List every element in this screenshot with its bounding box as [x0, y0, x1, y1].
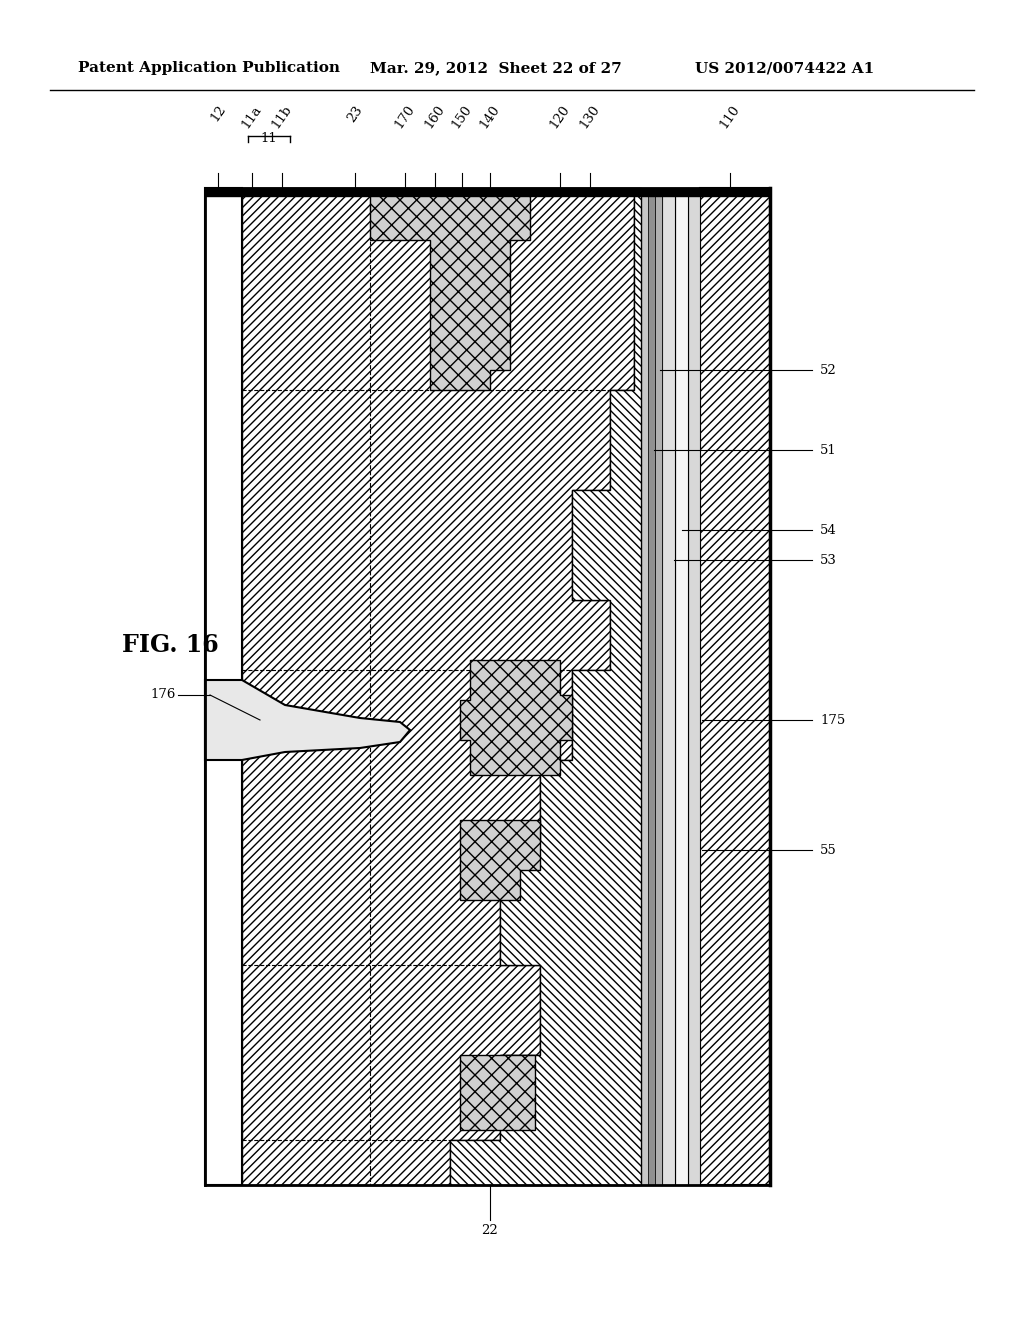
- Polygon shape: [205, 680, 410, 760]
- Bar: [655, 187, 662, 1185]
- Text: 11a: 11a: [240, 103, 264, 131]
- Bar: [648, 187, 655, 1185]
- Text: 176: 176: [150, 689, 175, 701]
- Bar: [641, 187, 648, 1185]
- Polygon shape: [370, 193, 530, 389]
- Text: 140: 140: [477, 103, 503, 131]
- Bar: [205, 187, 242, 1185]
- Text: 11: 11: [261, 132, 278, 145]
- Text: 150: 150: [450, 103, 474, 131]
- Polygon shape: [450, 187, 641, 1185]
- Text: Mar. 29, 2012  Sheet 22 of 27: Mar. 29, 2012 Sheet 22 of 27: [370, 61, 622, 75]
- Bar: [675, 187, 688, 1185]
- Text: 23: 23: [345, 103, 366, 124]
- Polygon shape: [460, 820, 540, 900]
- Text: 160: 160: [423, 103, 447, 131]
- Bar: [688, 187, 700, 1185]
- Text: 170: 170: [392, 103, 418, 131]
- Text: US 2012/0074422 A1: US 2012/0074422 A1: [695, 61, 874, 75]
- Bar: [460, 1055, 535, 1130]
- Text: 130: 130: [578, 103, 602, 131]
- Text: 54: 54: [820, 524, 837, 536]
- Bar: [205, 187, 770, 195]
- Text: 175: 175: [820, 714, 845, 726]
- Text: 53: 53: [820, 553, 837, 566]
- Text: Patent Application Publication: Patent Application Publication: [78, 61, 340, 75]
- Polygon shape: [460, 660, 572, 775]
- Text: 51: 51: [820, 444, 837, 457]
- Bar: [700, 187, 770, 1185]
- Bar: [634, 187, 641, 560]
- Text: 120: 120: [548, 103, 572, 131]
- Text: 52: 52: [820, 363, 837, 376]
- Text: 12: 12: [208, 103, 228, 124]
- Text: 22: 22: [481, 1224, 499, 1237]
- Text: 110: 110: [718, 103, 742, 131]
- Text: 55: 55: [820, 843, 837, 857]
- Polygon shape: [242, 187, 634, 1185]
- Bar: [662, 187, 675, 1185]
- Text: FIG. 16: FIG. 16: [122, 634, 219, 657]
- Text: 11b: 11b: [269, 103, 295, 131]
